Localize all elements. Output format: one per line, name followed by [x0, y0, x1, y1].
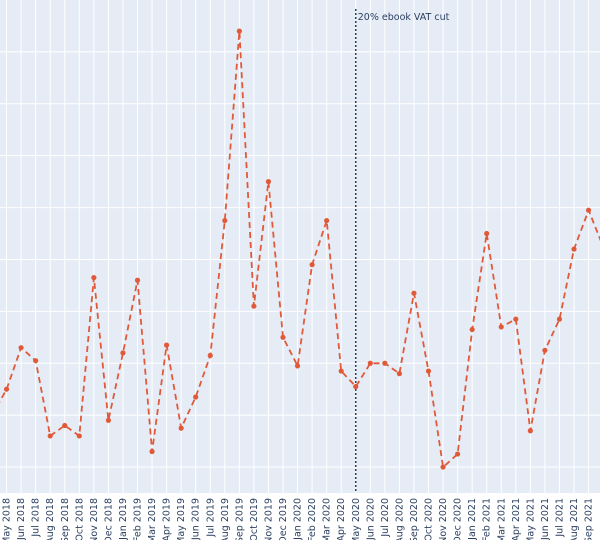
x-tick-label: Jun 2020	[365, 498, 376, 540]
data-point	[207, 352, 213, 359]
data-point	[484, 230, 490, 237]
x-tick-label: Aug 2020	[394, 498, 405, 540]
x-tick-label: Mar 2019	[147, 498, 158, 540]
x-tick-label: Jan 2021	[467, 498, 478, 540]
data-point	[294, 363, 301, 369]
data-point	[62, 422, 68, 429]
data-point	[76, 433, 82, 439]
data-point	[178, 425, 184, 431]
data-point	[324, 217, 330, 224]
data-point	[149, 448, 155, 455]
x-tick-label: Aug 2019	[220, 498, 231, 540]
data-point	[164, 342, 170, 348]
data-point	[498, 324, 504, 330]
x-tick-label: Jul 2021	[554, 498, 565, 538]
x-tick-label: Jul 2019	[205, 498, 216, 538]
x-tick-label: Dec 2020	[453, 498, 464, 540]
x-tick-label: May 2020	[351, 498, 362, 540]
data-point	[193, 394, 199, 400]
x-tick-label: Jul 2020	[380, 498, 391, 538]
x-tick-label: May 2021	[525, 498, 536, 540]
x-tick-label: Dec 2019	[278, 498, 289, 540]
data-point	[367, 360, 373, 366]
x-tick-label: Oct 2018	[74, 498, 85, 540]
data-point	[236, 28, 242, 34]
data-point	[338, 368, 344, 374]
x-tick-label: May 2019	[176, 498, 187, 540]
data-point	[120, 350, 126, 356]
x-tick-label: Dec 2018	[103, 498, 114, 540]
x-tick-label: Nov 2019	[263, 498, 274, 540]
vat-cut-annotation: 20% ebook VAT cut	[355, 9, 450, 493]
data-point	[542, 347, 548, 353]
data-point	[33, 358, 39, 364]
x-tick-label: Feb 2019	[133, 498, 144, 540]
data-point	[571, 246, 577, 252]
data-point	[513, 316, 519, 322]
x-tick-label: Sep 2019	[234, 498, 245, 540]
data-point	[455, 451, 461, 457]
data-point	[91, 275, 97, 281]
x-tick-label: Nov 2018	[89, 498, 100, 540]
data-point	[469, 326, 475, 333]
x-tick-label: Jan 2020	[293, 498, 304, 540]
plot-background	[0, 0, 600, 493]
x-tick-labels: May 2018 Jun 2018 Jul 2018 Aug 2018 Sep 2018…	[2, 498, 595, 540]
data-point	[411, 290, 417, 296]
x-tick-label: Aug 2021	[569, 498, 580, 540]
data-point	[47, 433, 53, 439]
data-point	[585, 207, 592, 213]
x-tick-label: May 2018	[2, 498, 13, 540]
x-tick-label: Apr 2021	[511, 498, 522, 540]
x-tick-label: Aug 2018	[45, 498, 56, 540]
x-tick-label: Oct 2020	[424, 498, 435, 540]
x-tick-label: Jul 2018	[31, 498, 42, 538]
data-point	[222, 217, 228, 224]
vat-cut-label: 20% ebook VAT cut	[358, 12, 450, 23]
x-tick-label: Sep 2018	[60, 498, 71, 540]
x-tick-label: Jun 2019	[191, 498, 202, 540]
data-point	[440, 464, 446, 470]
x-tick-label: Feb 2020	[307, 498, 318, 540]
x-tick-label: Apr 2019	[162, 498, 173, 540]
x-tick-label: Oct 2019	[249, 498, 260, 540]
x-tick-label: Jun 2018	[16, 498, 27, 540]
data-point	[353, 384, 359, 390]
data-point	[134, 277, 141, 283]
data-point	[425, 368, 432, 374]
data-point	[527, 428, 533, 434]
x-tick-label: Apr 2020	[336, 498, 347, 540]
data-point	[105, 417, 111, 423]
x-gridlines	[6, 0, 590, 493]
data-point	[265, 179, 272, 185]
x-tick-label: Nov 2020	[438, 498, 449, 540]
data-point	[18, 345, 24, 351]
series-points	[3, 28, 592, 470]
x-tick-label: Sep 2020	[409, 498, 420, 540]
x-tick-label: Mar 2021	[496, 498, 507, 540]
data-point	[556, 316, 563, 322]
data-point	[280, 334, 286, 340]
y-gridlines	[0, 51, 600, 468]
data-point	[251, 303, 257, 309]
x-tick-label: Feb 2021	[482, 498, 493, 540]
x-tick-label: Jan 2019	[118, 498, 129, 540]
data-point	[396, 371, 402, 377]
x-tick-label: Mar 2020	[322, 498, 333, 540]
data-point	[382, 360, 388, 366]
data-point	[309, 262, 315, 268]
x-tick-label: Jun 2021	[540, 498, 551, 540]
x-tick-label: Sep 2021	[584, 498, 595, 540]
data-point	[3, 386, 10, 392]
